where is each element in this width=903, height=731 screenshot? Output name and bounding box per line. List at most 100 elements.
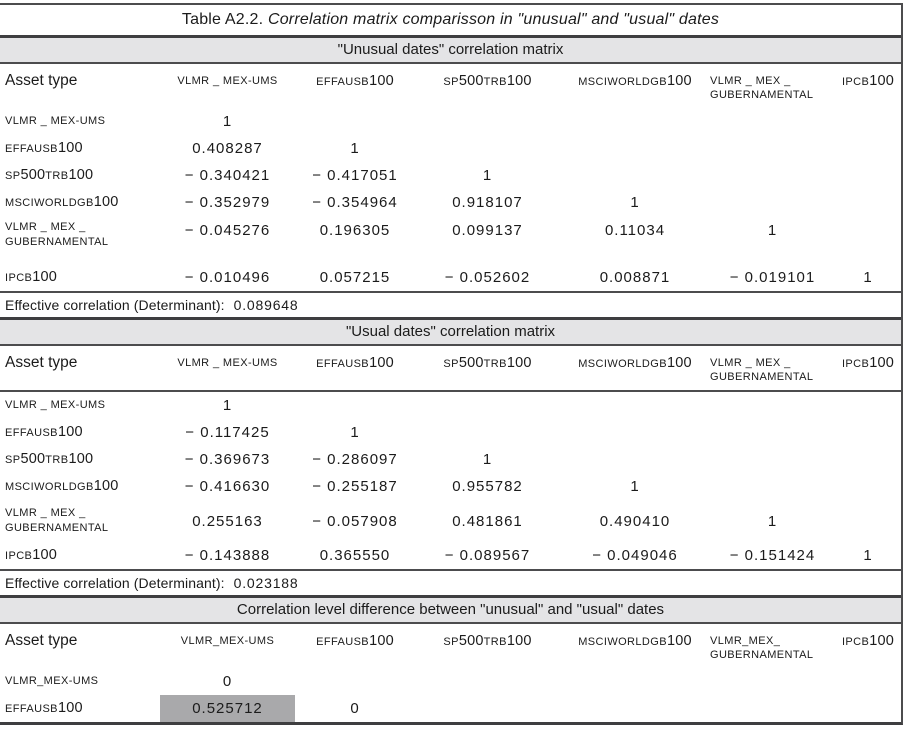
cell-value-highlighted: 0.525712 bbox=[160, 695, 295, 722]
cell-value: 1 bbox=[350, 140, 360, 157]
column-header: MSCIWORLDGB100 bbox=[578, 355, 692, 371]
effective-correlation: Effective correlation (Determinant): 0.08… bbox=[0, 291, 901, 317]
column-header: VLMR _ MEX _ GUBERNAMENTAL bbox=[710, 357, 814, 383]
cell-value bbox=[295, 391, 415, 419]
column-header: SP500TRB100 bbox=[443, 355, 532, 371]
row-label: VLMR _ MEX-UMS bbox=[5, 399, 106, 411]
header-row: Asset type VLMR _ MEX-UMS EFFAUSB100 SP500T… bbox=[0, 64, 901, 108]
table-row: VLMR _ MEX-UMS 1 bbox=[0, 108, 901, 135]
cell-value: − 0.417051 bbox=[312, 167, 398, 184]
cell-value bbox=[560, 446, 710, 473]
cell-value: − 0.340421 bbox=[184, 167, 271, 184]
column-header: EFFAUSB100 bbox=[316, 73, 394, 89]
row-label: VLMR _ MEX _ GUBERNAMENTAL bbox=[5, 507, 109, 534]
cell-value: − 0.049046 bbox=[592, 547, 678, 564]
cell-value: − 0.010496 bbox=[184, 269, 271, 286]
cell-value: 0.481861 bbox=[452, 512, 523, 530]
cell-value: 0.11034 bbox=[604, 222, 666, 239]
cell-value: 1 bbox=[222, 397, 233, 414]
cell-value: − 0.354964 bbox=[312, 194, 398, 211]
cell-value: 0.408287 bbox=[192, 140, 263, 157]
table-row: MSCIWORLDGB100 − 0.416630 − 0.255187 0.9557… bbox=[0, 473, 901, 500]
table-row: SP500TRB100 − 0.369673 − 0.286097 1 bbox=[0, 446, 901, 473]
cell-value bbox=[835, 446, 901, 473]
cell-value bbox=[560, 391, 710, 419]
section-difference: Correlation level difference between "un… bbox=[0, 595, 901, 722]
cell-value bbox=[835, 695, 901, 722]
cell-value bbox=[710, 668, 835, 695]
cell-value bbox=[560, 108, 710, 135]
column-header: SP500TRB100 bbox=[443, 633, 532, 649]
effective-correlation-value: 0.089648 bbox=[233, 297, 299, 313]
table-caption-text: Correlation matrix comparisson in "unusu… bbox=[267, 11, 720, 28]
cell-value bbox=[415, 391, 560, 419]
cell-value bbox=[710, 162, 835, 189]
cell-value bbox=[835, 500, 901, 542]
row-label: EFFAUSB100 bbox=[5, 423, 83, 440]
cell-value bbox=[560, 695, 710, 722]
section-unusual: "Unusual dates" correlation matrix Asset … bbox=[0, 35, 901, 317]
column-header: MSCIWORLDGB100 bbox=[578, 633, 692, 649]
cell-value: − 0.369673 bbox=[184, 451, 271, 468]
cell-value: 1 bbox=[222, 113, 233, 130]
row-label: EFFAUSB100 bbox=[5, 139, 83, 156]
table-row: IPCB100 − 0.143888 0.365550 − 0.089567 − 0.0… bbox=[0, 542, 901, 569]
correlation-table-difference: Asset type VLMR_MEX-UMS EFFAUSB100 SP500TRB… bbox=[0, 624, 901, 722]
cell-value bbox=[835, 419, 901, 446]
effective-correlation-label: Effective correlation (Determinant): bbox=[5, 575, 225, 591]
cell-value: 0.490410 bbox=[599, 512, 671, 530]
cell-value: 0.057215 bbox=[319, 269, 391, 286]
cell-value bbox=[835, 668, 901, 695]
table-row: VLMR _ MEX-UMS 1 bbox=[0, 391, 901, 419]
column-header: IPCB100 bbox=[841, 633, 895, 649]
header-row: Asset type VLMR _ MEX-UMS EFFAUSB100 SP500T… bbox=[0, 346, 901, 391]
effective-correlation-label: Effective correlation (Determinant): bbox=[5, 297, 225, 313]
cell-value: − 0.352979 bbox=[184, 194, 271, 211]
cell-value bbox=[415, 695, 560, 722]
row-label: EFFAUSB100 bbox=[5, 699, 83, 716]
cell-value: − 0.117425 bbox=[185, 424, 270, 441]
column-header: EFFAUSB100 bbox=[316, 633, 394, 649]
cell-value: 1 bbox=[767, 222, 778, 239]
cell-value: 0.255163 bbox=[192, 512, 263, 530]
correlation-table-usual: Asset type VLMR _ MEX-UMS EFFAUSB100 SP500T… bbox=[0, 346, 901, 569]
effective-correlation-value: 0.023188 bbox=[233, 575, 299, 591]
cell-value: 0.196305 bbox=[319, 222, 391, 239]
section-band-title: "Unusual dates" correlation matrix bbox=[0, 35, 901, 64]
table-row: VLMR _ MEX _ GUBERNAMENTAL − 0.045276 0.196… bbox=[0, 216, 901, 264]
effective-correlation: Effective correlation (Determinant): 0.02… bbox=[0, 569, 901, 595]
cell-value bbox=[415, 668, 560, 695]
row-label: IPCB100 bbox=[5, 546, 58, 563]
cell-value bbox=[835, 391, 901, 419]
cell-value bbox=[295, 668, 415, 695]
column-header: EFFAUSB100 bbox=[316, 355, 394, 371]
cell-value: 1 bbox=[482, 451, 493, 468]
table-row: IPCB100 − 0.010496 0.057215 − 0.052602 0.008… bbox=[0, 264, 901, 291]
row-label: SP500TRB100 bbox=[5, 450, 94, 467]
cell-value bbox=[415, 108, 560, 135]
row-label: IPCB100 bbox=[5, 268, 58, 285]
column-header: Asset type bbox=[5, 632, 78, 649]
cell-value: − 0.045276 bbox=[184, 222, 271, 239]
cell-value bbox=[710, 391, 835, 419]
cell-value bbox=[710, 419, 835, 446]
cell-value: 1 bbox=[630, 478, 640, 495]
table-row: VLMR _ MEX _ GUBERNAMENTAL 0.255163 − 0.057… bbox=[0, 500, 901, 542]
cell-value bbox=[560, 162, 710, 189]
column-header: Asset type bbox=[5, 72, 78, 89]
cell-value: − 0.143888 bbox=[184, 547, 271, 564]
cell-value bbox=[560, 135, 710, 162]
cell-value: 1 bbox=[767, 512, 778, 530]
cell-value bbox=[295, 108, 415, 135]
section-usual: "Usual dates" correlation matrix Asset ty… bbox=[0, 317, 901, 595]
cell-value bbox=[835, 473, 901, 500]
row-label: MSCIWORLDGB100 bbox=[5, 477, 119, 494]
cell-value bbox=[710, 473, 835, 500]
cell-value bbox=[560, 668, 710, 695]
row-label: MSCIWORLDGB100 bbox=[5, 193, 119, 210]
row-label: SP500TRB100 bbox=[5, 166, 94, 183]
cell-value: − 0.416630 bbox=[184, 478, 271, 495]
cell-value bbox=[835, 216, 901, 264]
correlation-comparison-table: Table A2.2. Correlation matrix compariss… bbox=[0, 3, 903, 725]
cell-value bbox=[710, 446, 835, 473]
